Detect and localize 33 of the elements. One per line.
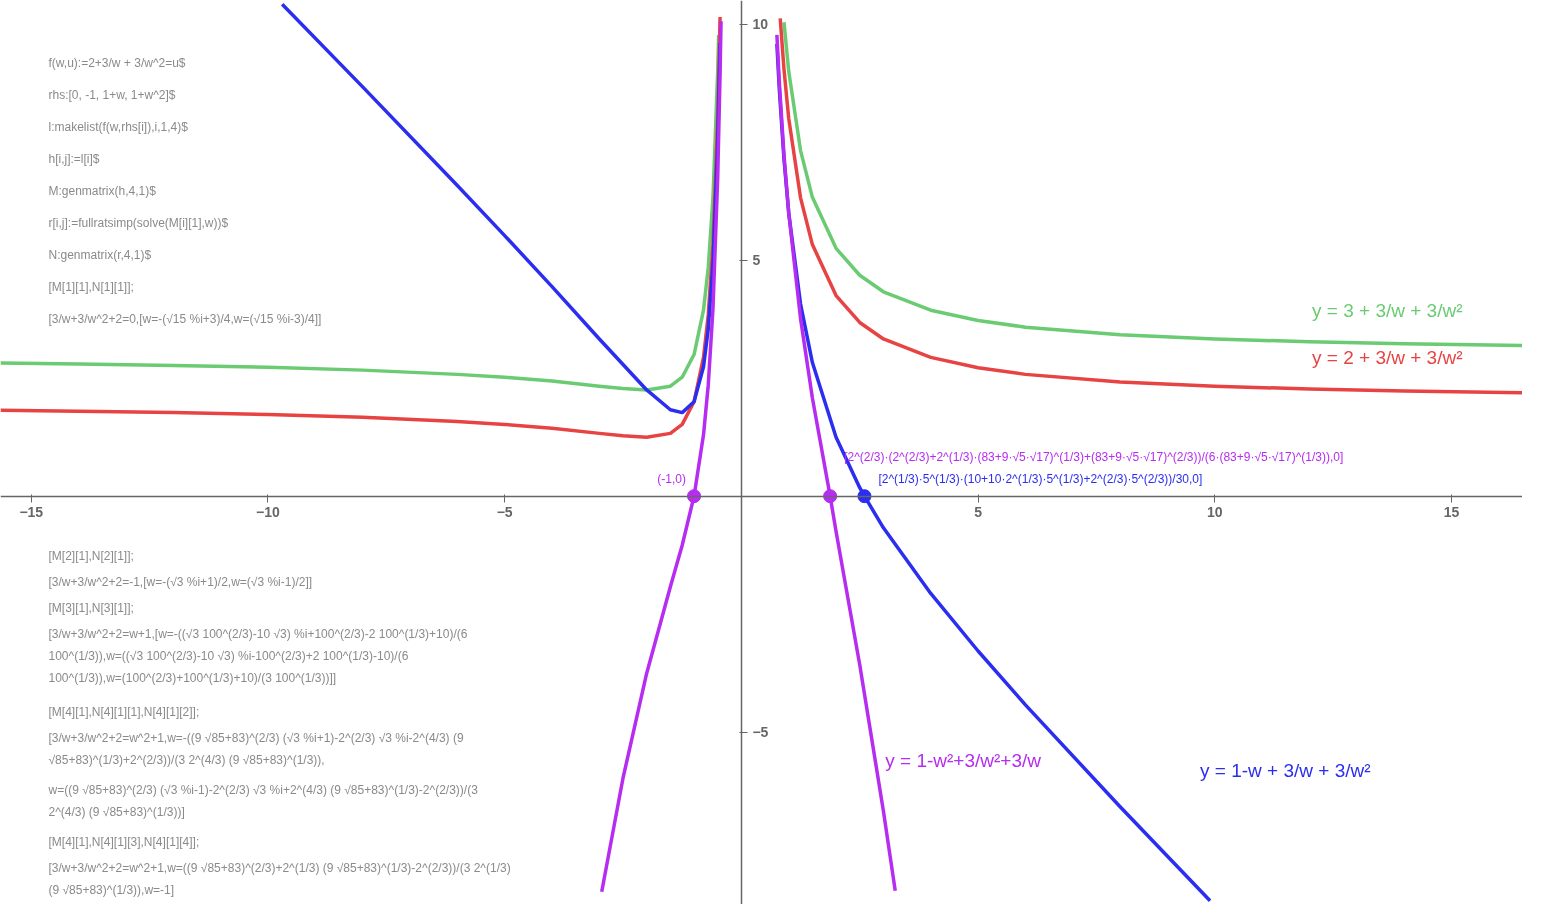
annotation: rhs:[0, -1, 1+w, 1+w^2]$ — [48, 87, 176, 102]
x-tick-label: −15 — [19, 504, 44, 521]
y-tick-label: −5 — [752, 724, 769, 741]
annotation: [3/w+3/w^2+2=0,[w=-(√15 %i+3)/4,w=(√15 %i-3)/4]] — [48, 311, 322, 326]
x-tick-label: −10 — [256, 504, 281, 521]
annotation: f(w,u):=2+3/w + 3/w^2=u$ — [48, 55, 186, 70]
x-tick-label: 15 — [1443, 504, 1460, 521]
annotation: [3/w+3/w^2+2=w^2+1,w=-((9 √85+83)^(2/3) (√3 %i+1)-2^(2/3) √3 %i-2^(4/3) (9 √85+83)^(1/3)+2^(2/3))/(3 2^(4/3) (9 √85+83)^(1/3)), — [48, 730, 464, 767]
annotation: [M[4][1],N[4][1][1],N[4][1][2]]; — [48, 704, 200, 719]
x-tick-label: 5 — [974, 504, 983, 521]
y-tick-label: 10 — [752, 16, 769, 33]
y-tick-label: 5 — [752, 252, 761, 269]
annotation: M:genmatrix(h,4,1)$ — [48, 183, 157, 198]
annotation: [2^(1/3)·5^(1/3)·(10+10·2^(1/3)·5^(1/3)+2^(2/3)·5^(2/3))/30,0] — [878, 472, 1203, 487]
annotation: h[i,j]:=l[i]$ — [48, 151, 100, 166]
x-tick-label: 10 — [1207, 504, 1223, 521]
series-label: y = 3 + 3/w + 3/w² — [1312, 299, 1463, 321]
annotation: l:makelist(f(w,rhs[i]),i,1,4)$ — [48, 119, 189, 134]
text: y = 1-w + 3/w + 3/w² — [1200, 759, 1371, 781]
annotation: [M[2][1],N[2][1]]; — [48, 548, 134, 563]
annotation: [M[3][1],N[3][1]]; — [48, 600, 134, 615]
x-tick-label: −5 — [496, 504, 513, 521]
annotation: [3/w+3/w^2+2=-1,[w=-(√3 %i+1)/2,w=(√3 %i-1)/2]] — [48, 574, 313, 589]
annotation: N:genmatrix(r,4,1)$ — [48, 247, 152, 262]
annotation: r[i,j]:=fullratsimp(solve(M[i][1],w))$ — [48, 215, 229, 230]
annotation: w=((9 √85+83)^(2/3) (√3 %i-1)-2^(2/3) √3 %i+2^(4/3) (9 √85+83)^(1/3)-2^(2/3))/(3 2^(4/3) (9 √85+83)^(1/3))] — [47, 782, 479, 819]
series-label: y = 1-w²+3/w²+3/w — [885, 749, 1042, 771]
annotation: [M[1][1],N[1][1]]; — [48, 279, 134, 294]
annotation: [3/w+3/w^2+2=w^2+1,w=((9 √85+83)^(2/3)+2^(1/3) (9 √85+83)^(1/3)-2^(2/3))/(3 2^(1/3) (9 √85+83)^(1/3)),w=-1] — [48, 860, 511, 897]
annotation: [M[4][1],N[4][1][3],N[4][1][4]]; — [48, 834, 200, 849]
annotation: (-1,0) — [657, 472, 687, 487]
series-label: y = 2 + 3/w + 3/w² — [1312, 346, 1463, 368]
annotation: [3/w+3/w^2+2=w+1,[w=-((√3 100^(2/3)-10 √3) %i+100^(2/3)-2 100^(1/3)+10)/(6 100^(1/3)),w=((√3 100^(2/3)-10 √3) %i-100^(2/3)+2 100^(1/3)-10)/(6 100^(1/3)),w=(100^(2/3)+100^(1/3)+10)/(3 100^(1/3))]] — [48, 626, 468, 686]
